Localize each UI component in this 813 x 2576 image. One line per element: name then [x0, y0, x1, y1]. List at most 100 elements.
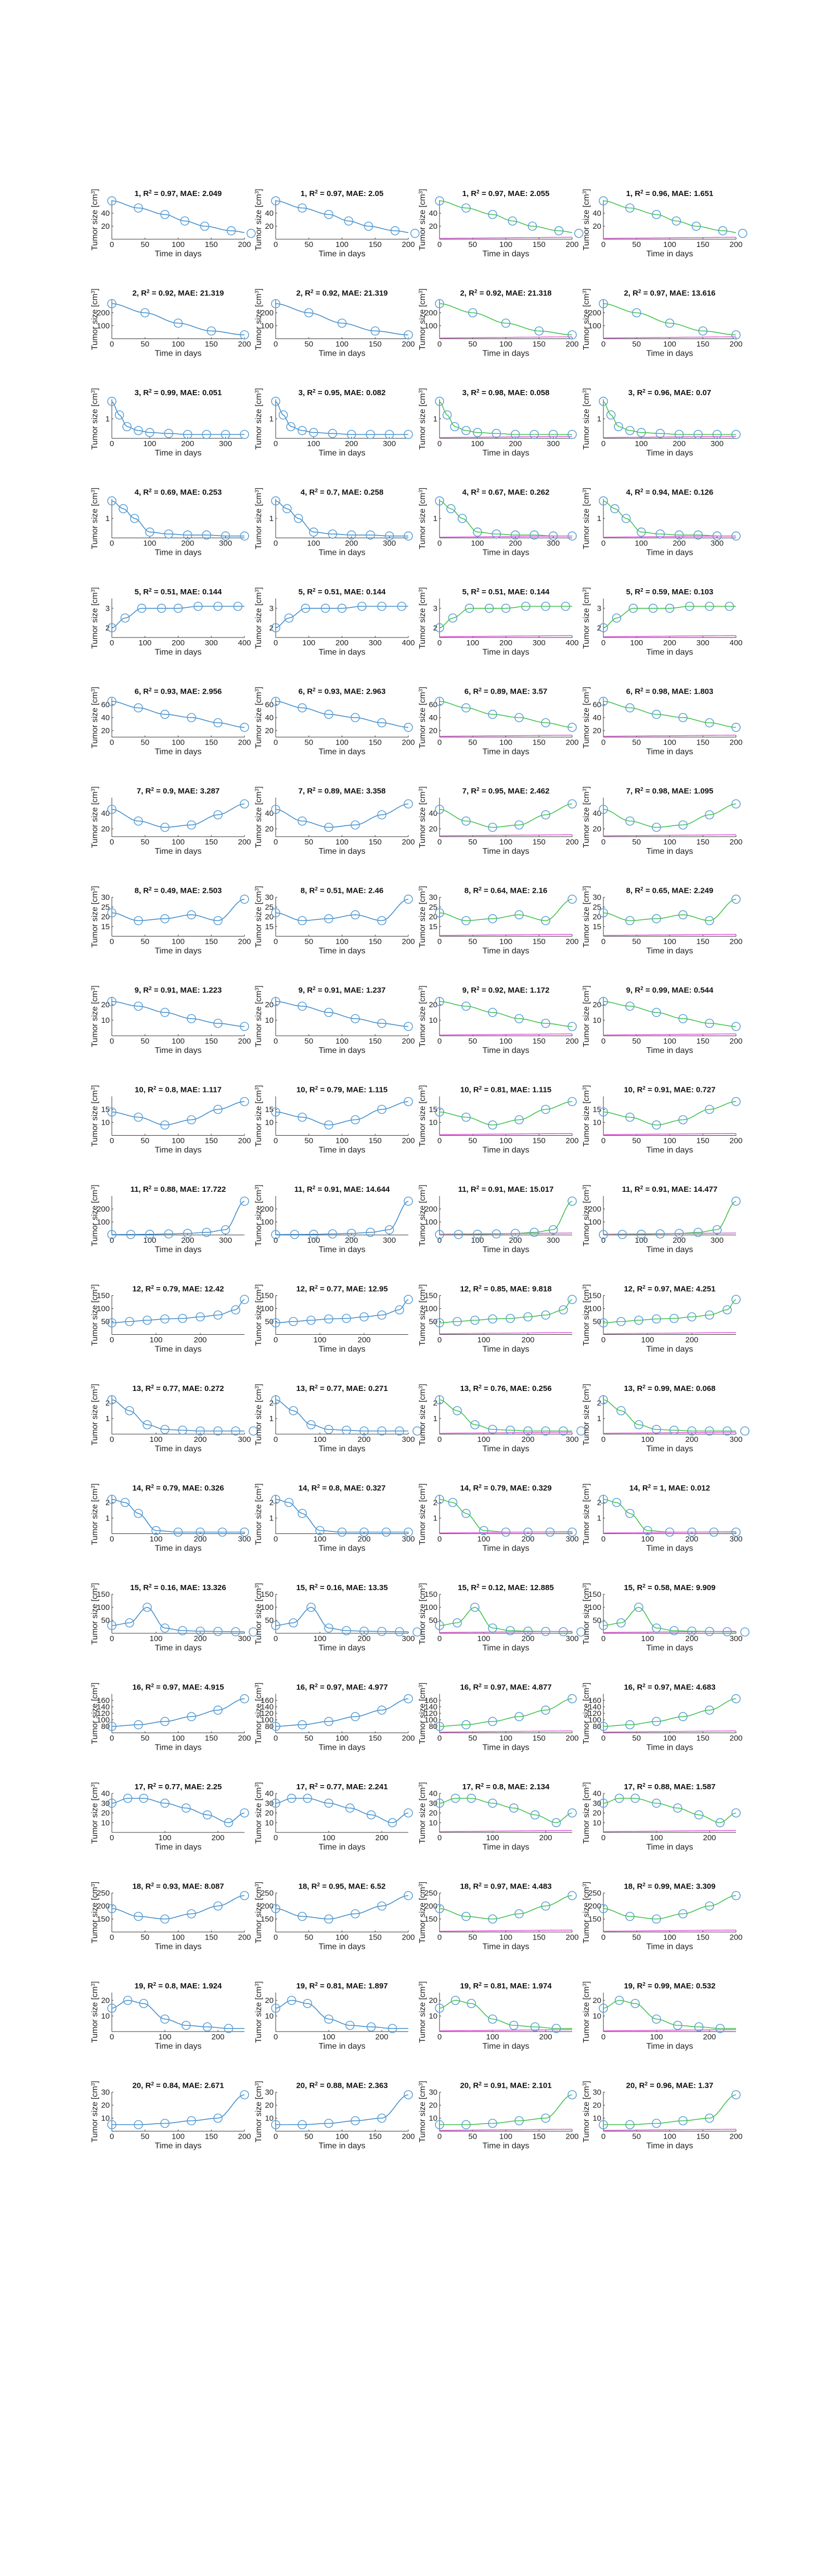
data-point: [479, 1526, 488, 1536]
y-tick-label: 100: [424, 1305, 437, 1313]
x-tick-label: 0: [601, 1336, 605, 1345]
y-tick-label: 80: [592, 1722, 601, 1731]
fit-line: [111, 606, 244, 629]
x-tick-label: 100: [635, 439, 648, 448]
y-tick-label: 30: [592, 2088, 601, 2097]
data-point: [630, 1999, 640, 2008]
x-tick-label: 100: [499, 1933, 512, 1942]
data-point: [705, 1104, 714, 1114]
data-point: [548, 430, 558, 439]
y-tick-label: 160: [261, 1696, 274, 1705]
data-point: [207, 326, 216, 336]
subplot-title: 20, R2 = 0.84, MAE: 2.671: [132, 2081, 224, 2090]
x-tick-label: 300: [547, 539, 560, 548]
component-line: [603, 1531, 736, 1533]
data-point: [107, 2003, 117, 2013]
fit-line: [440, 2094, 573, 2125]
data-point: [606, 410, 616, 420]
subplot-title: 12, R2 = 0.77, MAE: 12.95: [296, 1284, 388, 1294]
data-point: [599, 1107, 608, 1117]
data-point: [731, 430, 741, 439]
data-point: [404, 894, 413, 904]
y-tick-label: 40: [265, 713, 274, 722]
data-point: [134, 203, 143, 213]
y-tick-label: 20: [429, 726, 437, 735]
x-tick-label: 400: [402, 639, 415, 647]
y-tick-label: 20: [101, 1809, 110, 1818]
data-point: [467, 1999, 476, 2008]
y-tick-label: 30: [592, 1799, 601, 1808]
data-point: [665, 318, 675, 328]
x-tick-label: 0: [274, 738, 278, 747]
x-tick-label: 100: [158, 2033, 171, 2041]
y-tick-label: 200: [424, 309, 437, 318]
data-point: [637, 527, 646, 537]
x-tick-label: 200: [211, 2033, 224, 2041]
x-tick-label: 100: [641, 1535, 654, 1544]
data-point: [120, 613, 130, 623]
component-line: [603, 2129, 736, 2131]
x-tick-label: 150: [696, 2132, 709, 2141]
x-tick-label: 200: [521, 1634, 534, 1643]
x-tick-label: 0: [601, 439, 605, 448]
x-tick-label: 100: [663, 1137, 676, 1146]
data-point: [567, 1808, 577, 1818]
y-tick-label: 200: [261, 1205, 274, 1214]
data-point: [672, 216, 681, 226]
data-point: [678, 820, 688, 830]
y-tick-label: 10: [101, 1118, 110, 1127]
data-point: [173, 318, 183, 328]
x-axis-label: Time in days: [482, 748, 529, 757]
data-point: [134, 1720, 143, 1729]
data-point: [567, 1022, 577, 1031]
data-point: [240, 330, 249, 340]
data-point: [712, 430, 722, 439]
x-tick-label: 50: [468, 1037, 477, 1046]
x-tick-label: 200: [565, 1037, 578, 1046]
data-point: [548, 1225, 558, 1234]
data-point: [712, 1225, 722, 1234]
y-axis-label: Tumor size [cm3]: [254, 1882, 264, 1944]
y-tick-label: 10: [101, 2114, 110, 2123]
subplot-title: 10, R2 = 0.79, MAE: 1.115: [296, 1085, 388, 1095]
data-point: [559, 1305, 568, 1315]
x-tick-label: 0: [601, 1833, 605, 1842]
y-tick-label: 100: [588, 322, 601, 331]
y-tick-label: 20: [429, 1996, 437, 2005]
data-point: [632, 308, 641, 318]
data-point: [464, 604, 474, 613]
x-tick-label: 50: [468, 1933, 477, 1942]
data-point: [298, 1112, 307, 1122]
data-point: [351, 713, 360, 722]
x-tick-label: 0: [110, 1734, 114, 1743]
x-axis-label: Time in days: [482, 2042, 529, 2051]
data-point: [705, 916, 714, 926]
y-tick-label: 1: [106, 1414, 110, 1423]
x-tick-label: 200: [402, 738, 415, 747]
fit-line: [439, 303, 573, 335]
data-point: [665, 1527, 675, 1537]
data-point: [404, 1022, 413, 1031]
data-point: [145, 527, 154, 537]
x-tick-label: 200: [238, 2132, 251, 2141]
y-axis-label: Tumor size [cm3]: [582, 687, 591, 749]
x-tick-label: 200: [238, 738, 251, 747]
x-tick-label: 50: [632, 2132, 641, 2141]
x-tick-label: 200: [539, 2033, 552, 2041]
x-tick-label: 150: [369, 240, 382, 249]
x-tick-label: 300: [205, 639, 218, 647]
x-tick-label: 0: [437, 439, 442, 448]
x-axis-label: Time in days: [482, 2142, 529, 2151]
data-point: [213, 1310, 223, 1320]
data-point: [461, 1112, 471, 1122]
data-point: [187, 910, 196, 920]
x-axis-label: Time in days: [482, 1245, 529, 1254]
y-tick-label: 60: [429, 700, 437, 709]
y-tick-label: 40: [101, 713, 110, 722]
y-tick-label: 30: [429, 2088, 437, 2097]
component-line: [603, 1930, 736, 1932]
x-axis-label: Time in days: [154, 349, 201, 358]
